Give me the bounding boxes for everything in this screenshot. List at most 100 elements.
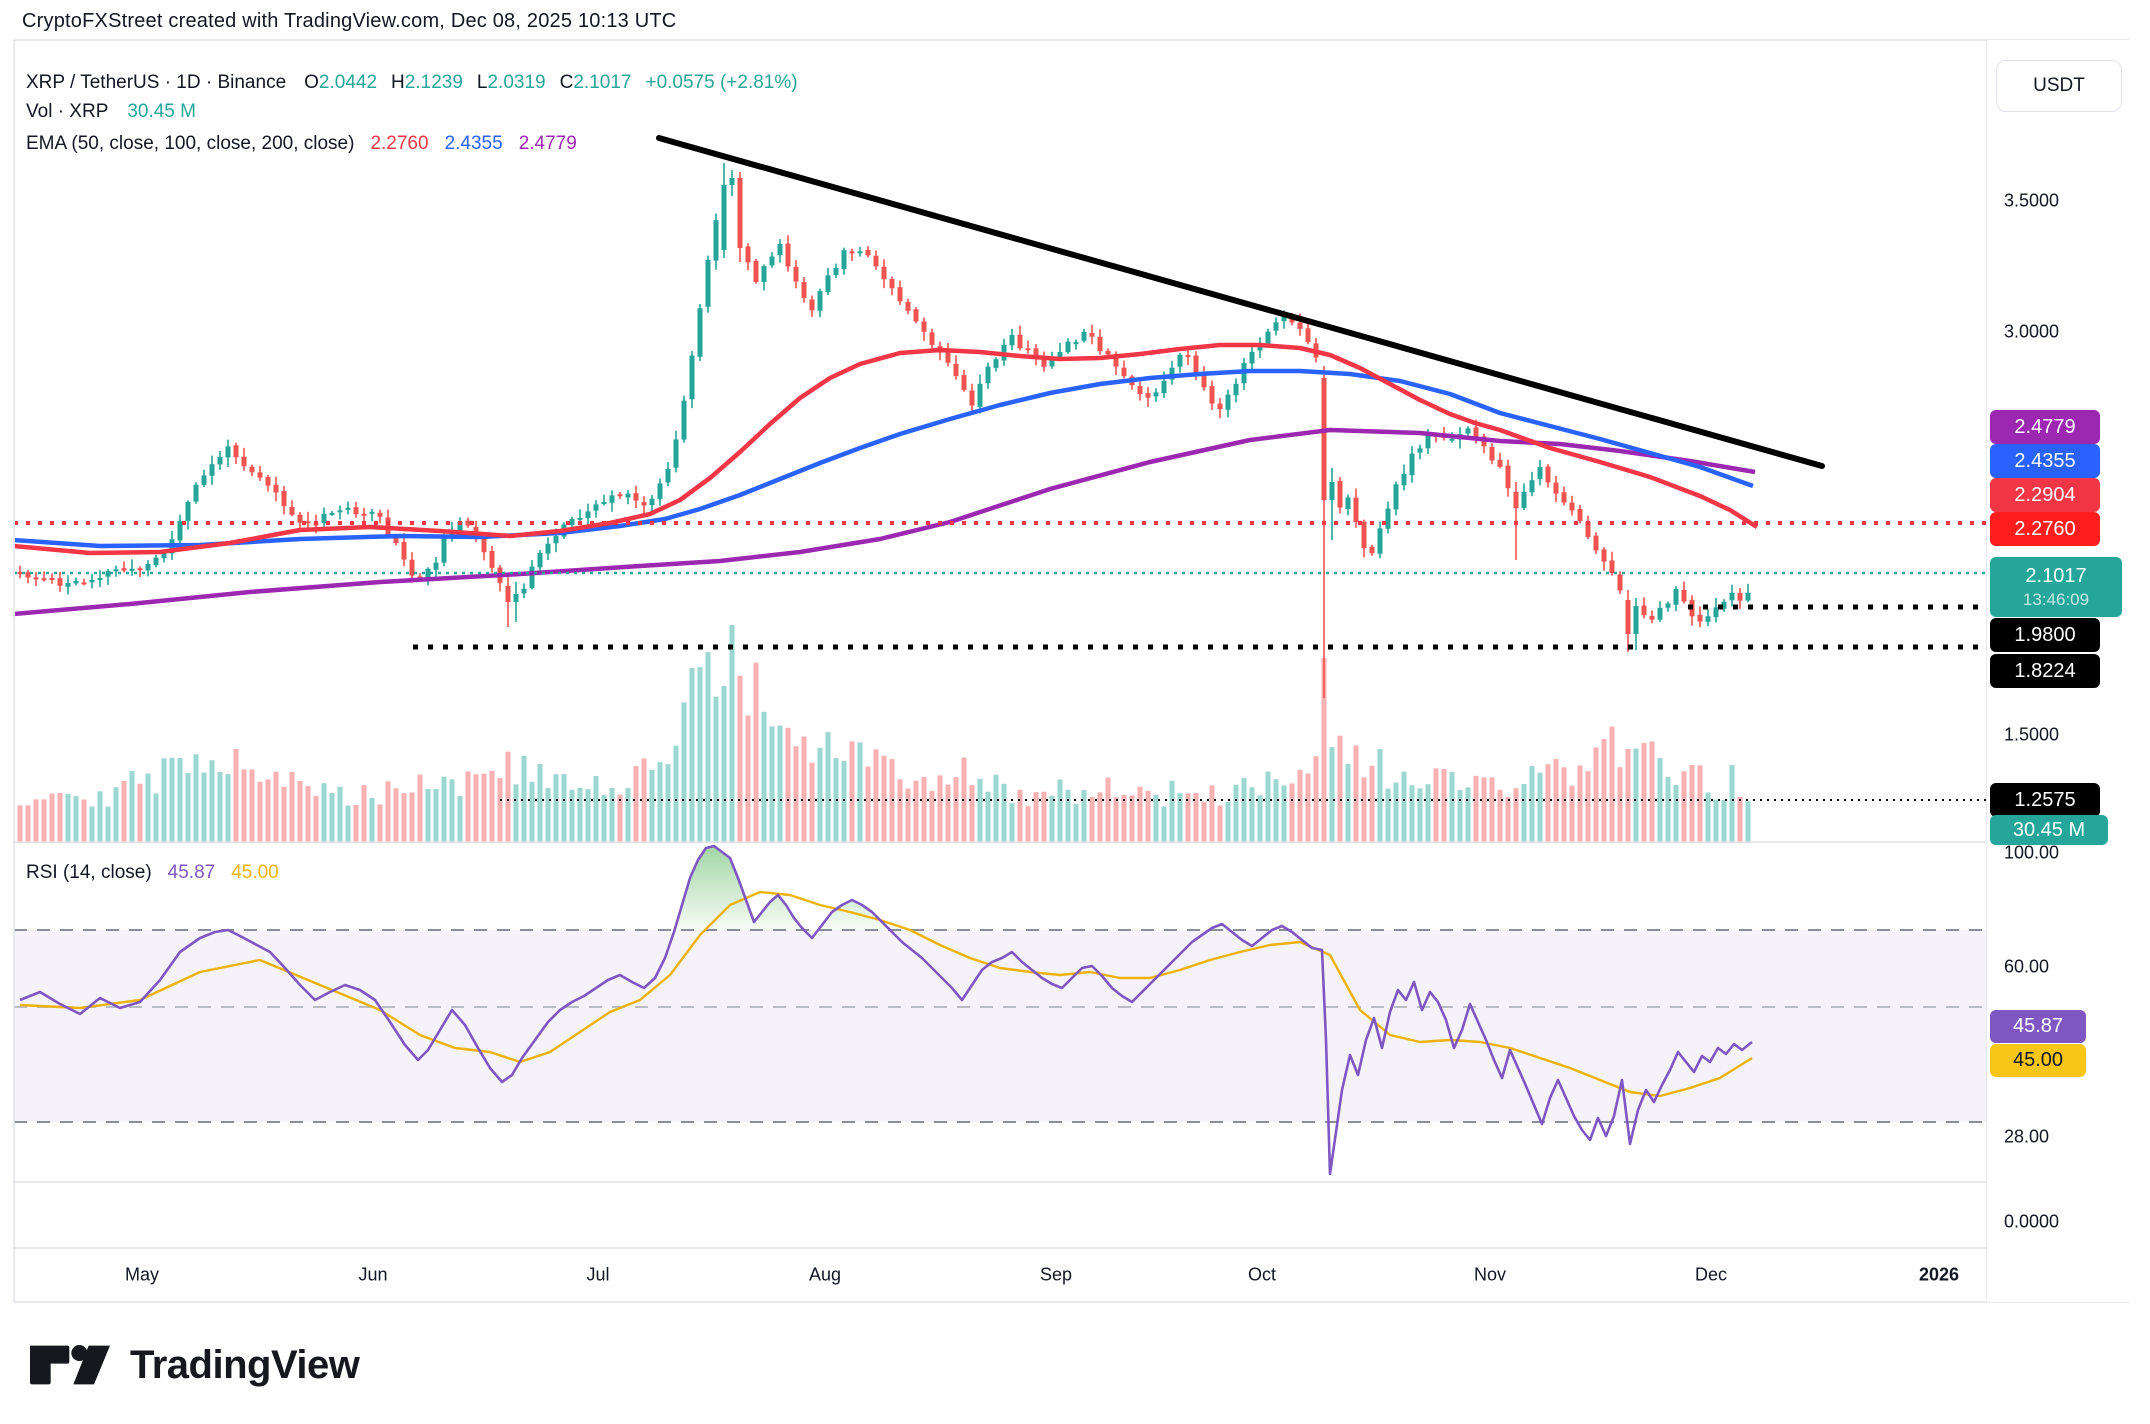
- volume-bar: [1713, 799, 1719, 843]
- candle-body: [113, 569, 119, 572]
- volume-bar: [1137, 786, 1143, 843]
- candle-body: [1385, 508, 1391, 529]
- volume-bar: [185, 773, 191, 843]
- volume-bar: [1281, 785, 1287, 843]
- volume-bar: [1081, 790, 1087, 843]
- volume-bar: [761, 711, 767, 843]
- volume-series: [17, 624, 1751, 843]
- volume-bar: [121, 780, 127, 843]
- chip-price-text: 1.9800: [2014, 623, 2076, 646]
- candle-body: [569, 519, 575, 526]
- candle-body: [425, 568, 431, 580]
- volume-bar: [137, 783, 143, 843]
- volume-bar: [273, 771, 279, 843]
- candle-body: [249, 466, 255, 473]
- volume-bar: [1337, 735, 1343, 843]
- volume-legend[interactable]: Vol · XRP 30.45 M: [26, 101, 196, 123]
- volume-bar: [1161, 806, 1167, 843]
- volume-bar: [297, 780, 303, 843]
- candle-body: [217, 457, 223, 465]
- volume-bar: [73, 796, 79, 843]
- candle-body: [1257, 344, 1263, 351]
- volume-bar: [41, 799, 47, 843]
- chip-countdown-text: 13:46:09: [2022, 589, 2090, 609]
- candle-body: [1393, 484, 1399, 510]
- volume-bar: [705, 651, 711, 843]
- candle-body: [1657, 607, 1663, 620]
- volume-bar: [281, 786, 287, 843]
- candle-body: [65, 583, 71, 587]
- volume-bar: [193, 754, 199, 843]
- volume-bar: [1209, 785, 1215, 843]
- volume-bar: [689, 667, 695, 843]
- volume-bar: [1025, 806, 1031, 843]
- time-axis-label: May: [124, 1264, 160, 1285]
- candle-body: [465, 520, 471, 526]
- candle-body: [961, 375, 967, 390]
- candle-body: [1033, 348, 1039, 358]
- candle-body: [929, 332, 935, 345]
- time-axis[interactable]: May Jun Jul Aug Sep Oct Nov Dec 2026: [14, 1248, 2130, 1302]
- volume-bar: [289, 771, 295, 843]
- candle-body: [1745, 592, 1751, 601]
- price-scale-tick: 3.5000: [2004, 190, 2060, 211]
- currency-toggle-button[interactable]: USDT: [1996, 60, 2122, 112]
- volume-bar: [1041, 791, 1047, 843]
- volume-bar: [921, 776, 927, 843]
- time-axis-label: Nov: [1473, 1264, 1507, 1285]
- volume-value: 30.45 M: [127, 101, 196, 122]
- time-axis-label: Sep: [1039, 1264, 1073, 1285]
- candle-body: [1153, 392, 1159, 397]
- chip-price-text: 45.87: [2012, 1014, 2064, 1037]
- candle-body: [625, 493, 631, 498]
- candle-body: [1369, 546, 1375, 554]
- volume-bar: [265, 779, 271, 843]
- symbol-legend[interactable]: XRP / TetherUS · 1D · Binance O2.0442 H2.1…: [26, 72, 798, 94]
- candle-body: [1601, 549, 1607, 562]
- price-scale[interactable]: USDT 3.5000 3.0000 1.5000 100.00 60.00 28.00 0…: [1987, 40, 2130, 1302]
- volume-bar: [473, 774, 479, 843]
- candle-body: [617, 494, 623, 497]
- candle-body: [353, 507, 359, 515]
- ema50-line: [15, 342, 1759, 556]
- candle-body: [849, 251, 855, 254]
- candle-body: [1489, 447, 1495, 461]
- candle-body: [41, 578, 47, 581]
- volume-bar: [1033, 792, 1039, 843]
- volume-bar: [1129, 795, 1135, 843]
- ema-legend[interactable]: EMA (50, close, 100, close, 200, close) 2…: [26, 133, 577, 155]
- candle-body: [801, 282, 807, 299]
- volume-bar: [1089, 796, 1095, 843]
- candle-body: [73, 580, 79, 584]
- volume-bar: [1105, 777, 1111, 843]
- rsi-legend[interactable]: RSI (14, close) 45.87 45.00: [26, 862, 279, 884]
- volume-bar: [409, 792, 415, 843]
- candle-body: [1649, 615, 1655, 620]
- candle-body: [1073, 342, 1079, 345]
- candle-body: [33, 577, 39, 580]
- volume-bar: [353, 804, 359, 843]
- volume-bar: [209, 760, 215, 843]
- volume-bar: [177, 757, 183, 843]
- candle-body: [553, 536, 559, 544]
- volume-bar: [897, 779, 903, 843]
- candle-body: [361, 513, 367, 516]
- price-label-chip: 30.45 M: [1990, 815, 2108, 845]
- candle-body: [241, 456, 247, 467]
- volume-bar: [1489, 777, 1495, 843]
- candle-body: [529, 566, 535, 588]
- candle-body: [729, 178, 735, 185]
- volume-bar: [433, 788, 439, 843]
- volume-bar: [1057, 779, 1063, 843]
- candle-body: [1633, 606, 1639, 634]
- volume-bar: [1585, 771, 1591, 843]
- volume-bar: [1537, 772, 1543, 843]
- volume-bar: [249, 769, 255, 843]
- volume-bar: [529, 781, 535, 843]
- volume-bar: [1705, 792, 1711, 843]
- volume-bar: [1673, 784, 1679, 843]
- volume-bar: [737, 675, 743, 843]
- time-axis-label: Dec: [1694, 1264, 1728, 1285]
- tradingview-attribution-link[interactable]: TradingView: [30, 1334, 360, 1396]
